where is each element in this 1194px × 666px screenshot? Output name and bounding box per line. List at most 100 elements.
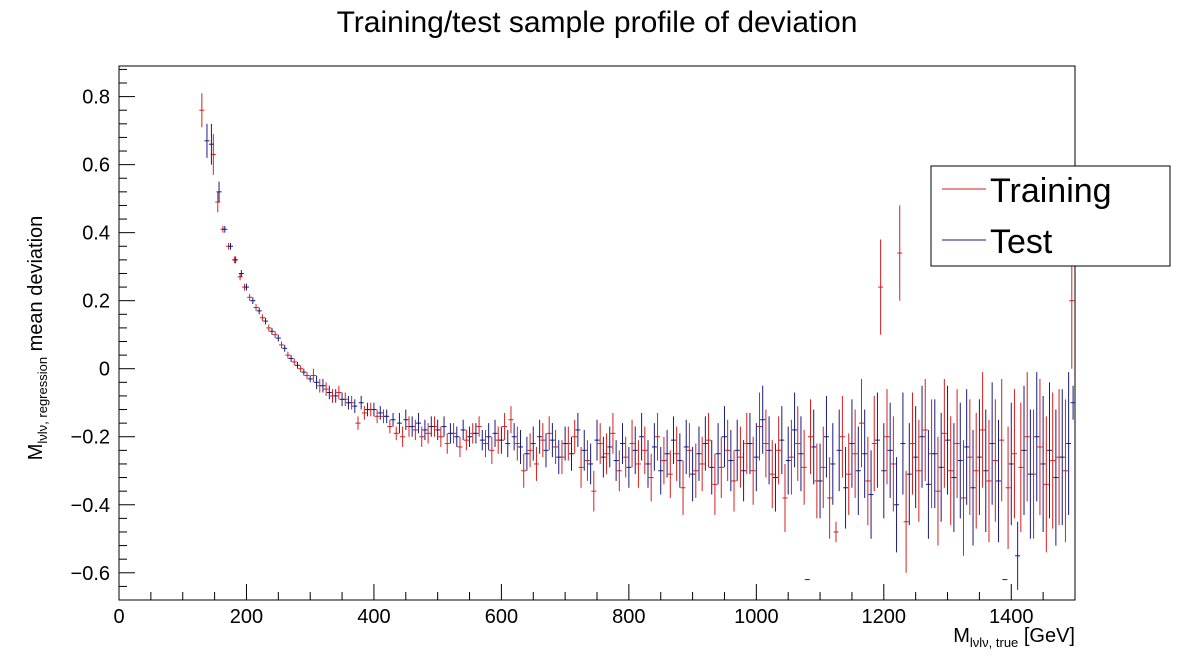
data-point [288, 355, 294, 362]
data-point [365, 402, 371, 417]
data-point [868, 450, 874, 539]
data-point [361, 406, 367, 420]
data-point [741, 440, 747, 502]
data-point [996, 419, 1002, 543]
data-point [607, 426, 613, 468]
data-point [674, 426, 680, 481]
data-point [718, 436, 724, 498]
data-point [750, 436, 756, 505]
data-point [980, 372, 986, 488]
data-point [1027, 409, 1033, 539]
data-point [827, 457, 833, 539]
data-point [435, 419, 441, 441]
data-point [591, 470, 597, 512]
data-point [712, 453, 718, 515]
x-tick-label: 600 [485, 606, 518, 628]
x-tick-label: 1400 [989, 606, 1034, 628]
data-point [938, 412, 944, 522]
data-point [216, 181, 222, 203]
data-point [530, 426, 536, 461]
data-point [836, 409, 842, 492]
data-point [518, 429, 524, 464]
data-point [677, 433, 683, 488]
data-point [664, 429, 670, 478]
data-point [890, 416, 896, 512]
data-point [655, 412, 661, 461]
data-point [597, 423, 603, 464]
data-point [514, 426, 520, 461]
data-point [416, 412, 422, 434]
data-point [285, 351, 291, 359]
data-point [454, 426, 460, 447]
data-point [658, 446, 664, 495]
data-point [1050, 392, 1056, 529]
data-point [909, 392, 915, 495]
data-point [871, 395, 877, 492]
data-point [709, 440, 715, 495]
x-tick-label: 800 [612, 606, 645, 628]
data-point [960, 440, 966, 556]
legend-label-test: Test [990, 223, 1053, 261]
data-point [849, 399, 855, 488]
series-test [204, 123, 1076, 590]
data-point [651, 423, 657, 471]
data-point [323, 382, 329, 396]
axis-ticks [118, 68, 1076, 601]
x-tick-label: 400 [357, 606, 390, 628]
data-point [543, 433, 549, 468]
data-point [556, 440, 562, 475]
data-point [581, 429, 587, 471]
data-point [263, 317, 269, 325]
data-point [693, 443, 699, 498]
data-point [992, 399, 998, 522]
data-point [772, 443, 778, 512]
data-point [479, 429, 485, 451]
y-tick-label: 0 [99, 359, 110, 381]
data-point [737, 426, 743, 488]
data-point [419, 426, 425, 447]
legend: Training Test [930, 165, 1171, 267]
data-point [269, 327, 275, 335]
data-point [1008, 402, 1014, 526]
y-axis-label-suffix: mean deviation [25, 216, 47, 357]
data-point [680, 460, 686, 515]
data-point [272, 331, 278, 339]
data-point [935, 436, 941, 546]
data-point [524, 436, 530, 471]
data-point [878, 239, 884, 335]
data-point [498, 426, 504, 454]
data-point [670, 416, 676, 464]
data-point [642, 426, 648, 475]
data-point [632, 426, 638, 475]
data-point [314, 375, 320, 390]
data-point [1005, 426, 1011, 549]
data-point [855, 426, 861, 515]
series-training [199, 93, 1075, 573]
data-point [1018, 402, 1024, 532]
data-point [913, 406, 919, 509]
data-point [894, 457, 900, 553]
x-tick-label: 0 [113, 606, 124, 628]
data-point [967, 399, 973, 515]
data-point [779, 406, 785, 475]
data-point [728, 429, 734, 492]
data-point [830, 423, 836, 505]
legend-box [930, 165, 1171, 267]
axis-tick-labels: 0 200 400 600 800 1000 1200 1400 −0.6 −0.4 −0.2 0 0.… [71, 87, 1034, 628]
data-point [476, 416, 482, 437]
data-point [1011, 389, 1017, 519]
data-point [537, 419, 543, 454]
data-point [473, 423, 479, 444]
data-point [906, 423, 912, 526]
data-point [307, 375, 313, 383]
data-point [760, 385, 766, 454]
data-point [508, 406, 514, 434]
data-point [247, 293, 253, 301]
data-point [922, 378, 928, 481]
data-point [839, 395, 845, 478]
y-axis-label: Mlνlν, regression mean deviation [25, 216, 50, 461]
data-point [629, 419, 635, 468]
data-point [823, 395, 829, 478]
data-point [588, 443, 594, 485]
legend-label-training: Training [990, 172, 1112, 210]
